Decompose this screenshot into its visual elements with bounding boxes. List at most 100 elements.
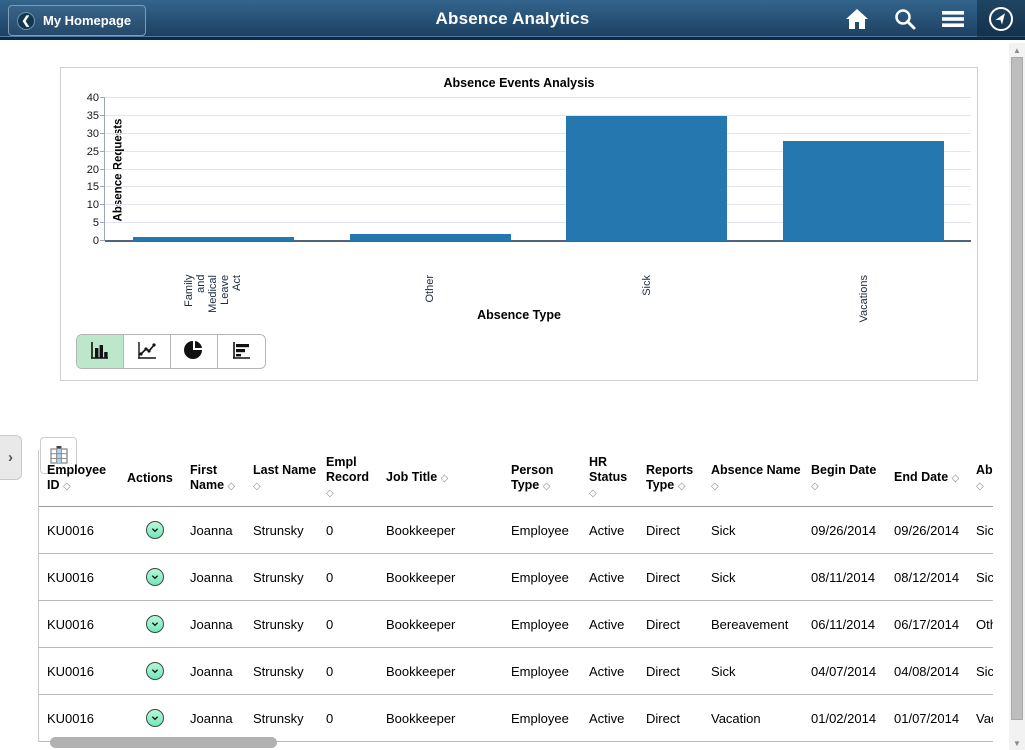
absence-events-table: Employee ID ◇ Actions First Name ◇ Last Na… [38, 450, 993, 742]
column-header-first-name[interactable]: First Name ◇ [190, 462, 236, 492]
chart-type-toggle-group [76, 334, 266, 369]
column-header-employee-id[interactable]: Employee ID ◇ [47, 462, 107, 492]
sort-icon[interactable]: ◇ [62, 480, 71, 492]
column-header-absence-name[interactable]: Absence Name ◇ [711, 462, 801, 492]
column-header-empl-record[interactable]: Empl Record ◇ [326, 455, 370, 499]
back-button-label: My Homepage [43, 13, 132, 28]
back-chevron-icon: ❮ [17, 11, 35, 30]
vertical-scrollbar[interactable]: ▲ ▼ [1009, 43, 1025, 750]
row-actions-button[interactable] [146, 615, 164, 633]
column-header-job-title[interactable]: Job Title ◇ [386, 470, 449, 484]
x-category-label: Other [424, 275, 437, 303]
cell-absence-type: Sick [976, 569, 993, 585]
home-icon[interactable] [833, 0, 881, 37]
sort-icon[interactable]: ◇ [253, 480, 261, 492]
y-tick-mark [100, 204, 105, 206]
row-actions-button[interactable] [146, 568, 164, 586]
x-axis-line [105, 240, 971, 242]
cell-employee-id: KU0016 [47, 710, 94, 726]
y-tick-label: 30 [86, 127, 99, 140]
bar-chart-icon [89, 341, 111, 363]
y-tick-label: 0 [92, 235, 99, 247]
sort-icon[interactable]: ◇ [976, 480, 984, 492]
cell-empl-record: 0 [326, 569, 334, 585]
bar-family-and-medical-leave-act[interactable] [132, 237, 294, 241]
pie-chart-icon [184, 340, 204, 363]
column-header-absence-type[interactable]: Absence Type ◇ [976, 462, 993, 492]
sort-icon[interactable]: ◇ [677, 480, 686, 492]
gridline [105, 204, 971, 206]
bar-other[interactable] [349, 233, 511, 241]
cell-hr-status: Active [589, 569, 625, 585]
sort-icon[interactable]: ◇ [711, 480, 719, 492]
y-tick-mark [100, 222, 105, 224]
search-icon[interactable] [881, 0, 929, 37]
actions-cell [127, 568, 190, 586]
cell-empl-record: 0 [326, 522, 334, 538]
column-header-reports-type[interactable]: Reports Type ◇ [646, 462, 694, 492]
sort-icon[interactable]: ◇ [951, 473, 960, 484]
sort-icon[interactable]: ◇ [227, 480, 236, 492]
sort-icon[interactable]: ◇ [589, 488, 597, 499]
cell-absence-type: Vacation [976, 710, 993, 726]
y-tick-mark [100, 132, 105, 134]
horizontal-bar-icon [231, 341, 253, 363]
column-header-begin-date[interactable]: Begin Date ◇ [811, 462, 877, 492]
scroll-up-arrow-icon[interactable]: ▲ [1013, 45, 1021, 55]
cell-hr-status: Active [589, 616, 625, 632]
chevron-down-icon [151, 716, 159, 721]
sort-icon[interactable]: ◇ [326, 488, 334, 499]
cell-employee-id: KU0016 [47, 522, 94, 538]
column-header-end-date[interactable]: End Date ◇ [894, 470, 960, 484]
gridline [105, 97, 971, 98]
gridline [105, 150, 971, 152]
cell-end-date: 06/17/2014 [894, 616, 960, 632]
table-row: KU0016 Joanna Strunsky 0 Bookkeeper Employee A… [39, 648, 993, 695]
menu-icon[interactable] [929, 0, 977, 37]
vertical-scrollbar-thumb[interactable] [1011, 57, 1023, 720]
y-tick-mark [100, 114, 105, 116]
y-tick-label: 10 [86, 199, 99, 212]
row-actions-button[interactable] [146, 709, 164, 727]
gridline [105, 114, 971, 116]
table-row: KU0016 Joanna Strunsky 0 Bookkeeper Employee A… [39, 554, 993, 601]
my-homepage-button[interactable]: ❮ My Homepage [8, 5, 147, 36]
cell-end-date: 04/08/2014 [894, 663, 960, 679]
sort-icon[interactable]: ◇ [542, 480, 551, 492]
cell-absence-type: Other [976, 616, 993, 632]
y-tick-label: 20 [86, 163, 99, 176]
y-tick-label: 5 [92, 217, 99, 230]
cell-employee-id: KU0016 [47, 663, 94, 679]
row-actions-button[interactable] [146, 662, 164, 680]
column-header-hr-status[interactable]: HR Status ◇ [589, 455, 628, 499]
grid-view-button[interactable] [40, 437, 77, 474]
scroll-down-arrow-icon[interactable]: ▼ [1013, 738, 1021, 748]
cell-first-name: Joanna [190, 616, 233, 632]
cell-begin-date: 08/11/2014 [811, 569, 876, 585]
row-actions-button[interactable] [146, 521, 164, 539]
y-tick-mark [100, 240, 105, 241]
cell-reports-type: Direct [646, 663, 680, 679]
page-content: Absence Events Analysis Absence Requests… [0, 43, 1009, 750]
horizontal-bar-chart-button[interactable] [218, 335, 265, 368]
top-navbar: ❮ My Homepage Absence Analytics [0, 0, 1025, 40]
y-tick-label: 35 [86, 109, 99, 122]
x-axis-title: Absence Type [477, 308, 561, 322]
horizontal-scrollbar-thumb[interactable] [50, 737, 277, 748]
line-chart-button[interactable] [124, 335, 171, 368]
table-row: KU0016 Joanna Strunsky 0 Bookkeeper Employee A… [39, 601, 993, 648]
cell-first-name: Joanna [190, 663, 233, 679]
column-header-last-name[interactable]: Last Name ◇ [253, 462, 317, 492]
bar-chart-button[interactable] [77, 335, 124, 368]
bar-chart-plot-area: Absence Requests 0 5 10 15 20 25 30 35 40 Family … [87, 92, 971, 323]
bar-vacations[interactable] [783, 140, 945, 241]
expand-panel-handle[interactable]: › [0, 435, 22, 480]
navbar-compass-icon[interactable] [977, 0, 1025, 37]
sort-icon[interactable]: ◇ [811, 480, 819, 492]
gridline [105, 132, 971, 134]
bar-sick[interactable] [566, 115, 728, 241]
pie-chart-button[interactable] [171, 335, 218, 368]
column-header-person-type[interactable]: Person Type ◇ [511, 462, 554, 492]
sort-icon[interactable]: ◇ [440, 473, 449, 484]
gridline [105, 222, 971, 224]
